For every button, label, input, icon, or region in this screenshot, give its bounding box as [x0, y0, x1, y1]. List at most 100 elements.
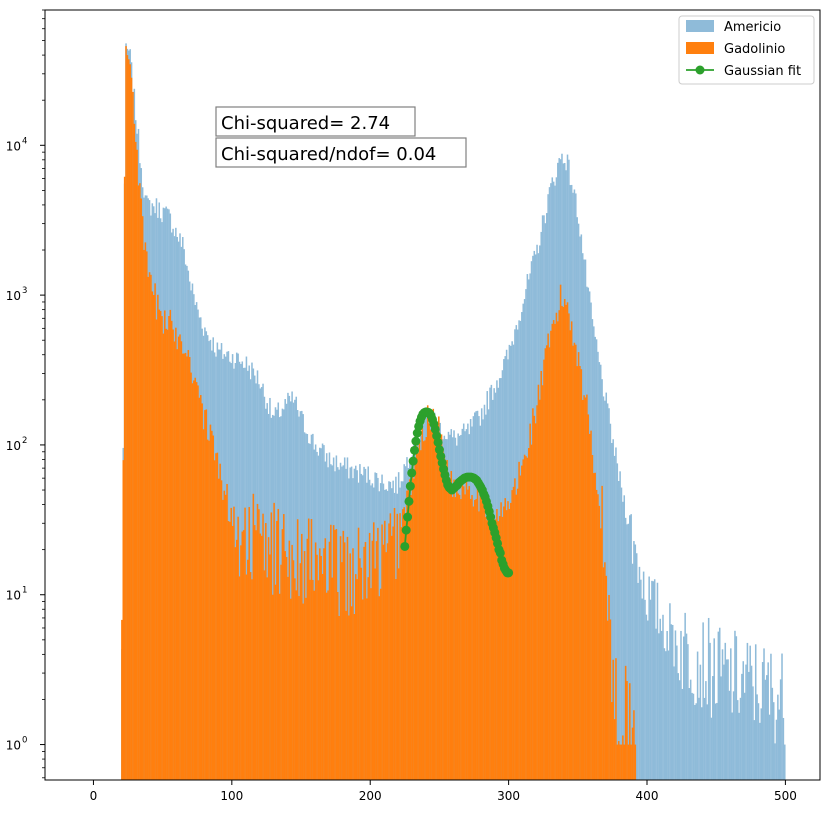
americio-bar	[741, 673, 743, 780]
gadolinio-bar	[259, 533, 262, 780]
gadolinio-bar	[608, 594, 610, 780]
gadolinio-bar	[206, 439, 209, 780]
gadolinio-bar	[444, 473, 447, 780]
gadolinio-bar	[188, 357, 191, 780]
gadolinio-bar	[284, 551, 286, 780]
gadolinio-bar	[551, 323, 554, 780]
gadolinio-bar	[469, 498, 472, 780]
americio-bar	[627, 523, 630, 780]
gadolinio-bar	[337, 592, 339, 780]
gadolinio-bar	[366, 598, 368, 780]
gadolinio-bar	[565, 304, 567, 780]
gadolinio-bar	[558, 310, 560, 780]
gadolinio-bar	[431, 417, 433, 780]
gadolinio-bar	[457, 493, 459, 780]
americio-bar	[677, 673, 679, 780]
gadolinio-bar	[620, 744, 623, 780]
gadolinio-bar	[490, 513, 493, 780]
americio-bar	[652, 581, 655, 780]
americio-bar	[251, 362, 253, 780]
gadolinio-bar	[569, 330, 572, 780]
gadolinio-bar	[367, 577, 369, 780]
gadolinio-bar	[179, 334, 181, 780]
gadolinio-bar	[404, 515, 407, 780]
americio-bar	[756, 694, 758, 780]
gadolinio-bar	[378, 596, 381, 780]
americio-bar	[612, 439, 614, 780]
gadolinio-bar	[371, 540, 374, 780]
gadolinio-bar	[435, 439, 437, 780]
gadolinio-bar	[285, 556, 288, 780]
gadolinio-bar	[512, 486, 515, 780]
gadolinio-bar	[400, 527, 403, 780]
americio-bar	[694, 704, 696, 780]
gadolinio-bar	[314, 542, 317, 780]
gadolinio-bar	[453, 479, 455, 780]
gadolinio-bar	[508, 509, 511, 780]
americio-bar	[706, 704, 709, 780]
gadolinio-bar	[492, 534, 494, 780]
gadolinio-bar	[240, 545, 242, 780]
americio-bar	[696, 651, 699, 780]
gadolinio-bar	[332, 525, 335, 780]
americio-bar	[660, 630, 663, 780]
gadolinio-bar	[429, 429, 432, 780]
gadolinio-bar	[580, 369, 583, 780]
gadolinio-bar	[581, 399, 584, 780]
gadolinio-bar	[541, 385, 544, 780]
americio-bar	[736, 700, 739, 780]
gadolinio-bar	[612, 659, 614, 780]
americio-bar	[623, 495, 626, 780]
gadolinio-bar	[256, 503, 259, 780]
gadolinio-bar	[197, 385, 199, 780]
y-tick-label: 10	[6, 439, 21, 453]
gadolinio-bar	[478, 511, 480, 780]
gadolinio-bar	[425, 437, 428, 780]
gadolinio-bar	[602, 567, 605, 780]
chi-squared-annotation: Chi-squared= 2.74	[215, 106, 416, 137]
gadolinio-bar	[128, 59, 130, 781]
gadolinio-bar	[164, 310, 166, 780]
gadolinio-bar	[287, 576, 289, 780]
gadolinio-bar	[247, 559, 249, 780]
legend-label-gadolinio: Gadolinio	[724, 42, 785, 57]
gadolinio-bar	[312, 579, 314, 780]
gaussian-fit-point	[408, 456, 418, 466]
y-tick-label: 10	[6, 289, 21, 303]
gadolinio-bar	[245, 574, 248, 780]
gadolinio-bar	[317, 580, 320, 780]
gadolinio-bar	[536, 405, 538, 780]
gadolinio-bar	[195, 382, 198, 780]
americio-bar	[616, 463, 619, 780]
gadolinio-bar	[634, 744, 637, 780]
gadolinio-bar	[305, 597, 307, 780]
gadolinio-bar	[597, 494, 599, 780]
gadolinio-bar	[593, 473, 595, 780]
x-tick-label: 200	[359, 789, 382, 803]
gadolinio-bar	[316, 554, 318, 780]
gadolinio-bar	[125, 46, 127, 780]
americio-bar	[688, 688, 691, 780]
gadolinio-bar	[529, 423, 531, 780]
americio-bar	[768, 714, 771, 780]
gadolinio-bar	[253, 525, 256, 780]
gadolinio-bar	[278, 593, 281, 780]
americio-bar	[700, 707, 703, 780]
americio-bar	[777, 694, 779, 780]
gadolinio-bar	[402, 509, 404, 780]
gadolinio-bar	[170, 320, 173, 780]
americio-bar	[613, 455, 616, 780]
gadolinio-bar	[176, 349, 178, 780]
gadolinio-bar	[375, 541, 378, 780]
gadolinio-bar	[594, 472, 596, 780]
americio-bar	[653, 579, 656, 780]
gadolinio-bar	[212, 435, 214, 780]
gadolinio-bar	[327, 590, 329, 780]
americio-bar	[759, 722, 761, 780]
gadolinio-bar	[415, 446, 418, 780]
americio-bar	[658, 633, 660, 780]
americio-bar	[681, 688, 684, 780]
gadolinio-bar	[507, 501, 509, 780]
gadolinio-bar	[471, 495, 473, 780]
